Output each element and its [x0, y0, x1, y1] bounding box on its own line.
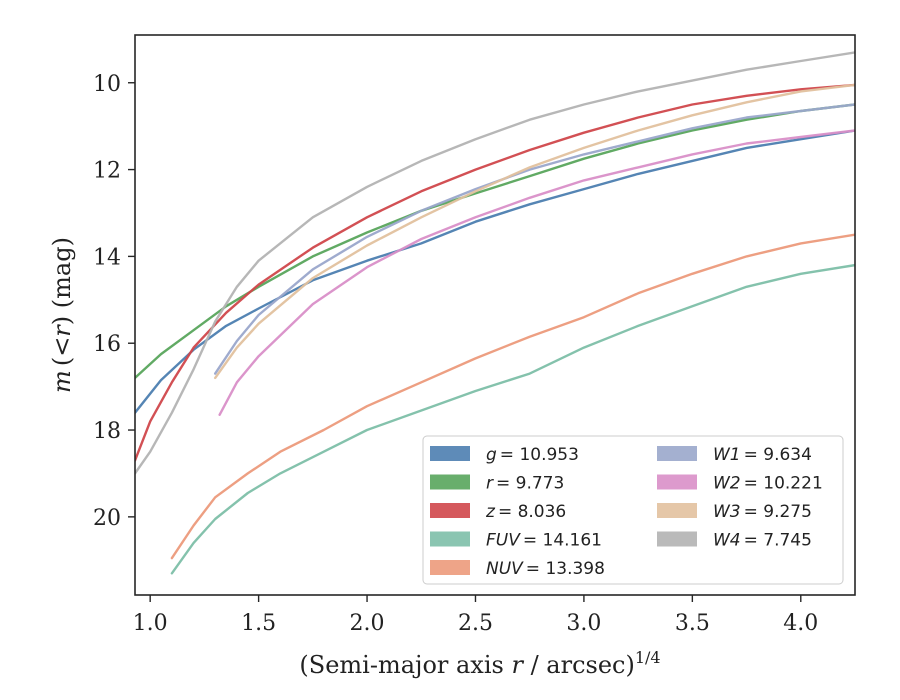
plot-frame	[134, 34, 856, 596]
legend-label-w4: W4 = 7.745	[713, 531, 812, 551]
series-line-w3	[214, 83, 855, 380]
y-axis-label: m(<r) (mag)	[48, 237, 76, 393]
x-tick-label: 2.0	[350, 611, 385, 636]
y-tick-label: 14	[93, 245, 121, 270]
legend-label-w1: W1 = 9.634	[713, 445, 812, 465]
x-tick-label: 1.0	[133, 611, 168, 636]
y-axis-ticks: 10 12 14 16 18 20	[93, 72, 135, 531]
y-tick-label: 18	[93, 419, 121, 444]
x-tick-label: 3.0	[566, 611, 601, 636]
x-axis-label: (Semi-major axis r / arcsec)1/4	[299, 648, 660, 679]
series-line-r	[135, 103, 855, 380]
legend-label-w2: W2 = 10.221	[713, 474, 823, 494]
legend: g = 10.953 r = 9.773 z = 8.036 FUV = 14.161 NUV =…	[422, 435, 844, 585]
x-axis-ticks: 1.0 1.5 2.0 2.5 3.0 3.5 4.0	[133, 595, 818, 636]
x-tick-label: 1.5	[241, 611, 276, 636]
legend-label-z: z = 8.036	[485, 502, 566, 522]
series-line-g	[135, 129, 855, 414]
series-layer	[135, 51, 855, 575]
legend-label-r: r = 9.773	[486, 474, 564, 494]
legend-label-nuv: NUV = 13.398	[486, 559, 605, 579]
legend-swatch-w4	[657, 531, 697, 547]
legend-box	[422, 435, 844, 585]
legend-swatch-fuv	[430, 531, 470, 547]
x-tick-label: 4.0	[783, 611, 818, 636]
legend-swatch-r	[430, 474, 470, 490]
legend-swatch-z	[430, 503, 470, 518]
legend-swatch-w1	[657, 446, 697, 461]
x-tick-label: 2.5	[458, 611, 493, 636]
legend-swatch-nuv	[430, 560, 470, 575]
series-line-z	[135, 83, 855, 462]
legend-label-w3: W3 = 9.275	[713, 502, 812, 522]
series-line-w4	[135, 51, 855, 475]
y-tick-label: 12	[93, 159, 121, 184]
y-tick-label: 10	[93, 72, 121, 97]
legend-swatch-w2	[657, 474, 697, 490]
y-tick-label: 20	[93, 506, 121, 531]
legend-swatch-w3	[657, 503, 697, 518]
series-line-fuv	[170, 263, 855, 575]
x-tick-label: 3.5	[675, 611, 710, 636]
legend-label-fuv: FUV = 14.161	[486, 531, 602, 551]
legend-label-g: g = 10.953	[486, 445, 579, 465]
y-tick-label: 16	[93, 332, 121, 357]
series-line-w2	[218, 129, 855, 416]
series-line-nuv	[170, 233, 855, 560]
legend-swatch-g	[430, 446, 470, 461]
